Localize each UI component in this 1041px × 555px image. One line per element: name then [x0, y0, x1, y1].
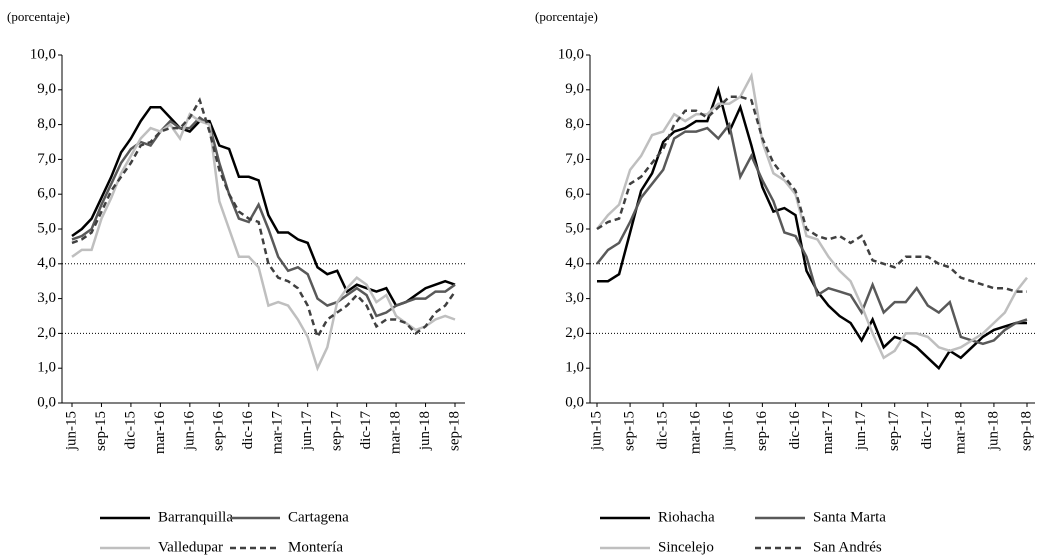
x-tick-label: mar-17 — [270, 411, 286, 455]
x-tick-label: sep-15 — [622, 411, 638, 451]
x-tick-label: jun-15 — [588, 411, 604, 451]
x-tick-label: sep-17 — [329, 411, 345, 451]
x-tick-label: mar-18 — [388, 411, 404, 454]
y-tick-label: 5,0 — [37, 220, 56, 236]
y-tick-label: 8,0 — [37, 116, 56, 132]
legend-label: Barranquilla — [158, 509, 233, 525]
x-tick-label: mar-16 — [688, 411, 704, 455]
legend-label: Santa Marta — [813, 509, 886, 525]
x-tick-label: sep-18 — [446, 411, 462, 451]
y-axis-label: (porcentaje) — [7, 9, 70, 24]
legend-label: Montería — [288, 539, 343, 555]
x-tick-label: jun-16 — [721, 411, 737, 452]
legend-label: Valledupar — [158, 539, 223, 555]
series-line — [596, 121, 1028, 346]
y-tick-label: 10,0 — [30, 46, 56, 62]
y-tick-label: 10,0 — [558, 46, 584, 62]
y-tick-label: 3,0 — [37, 290, 56, 306]
x-tick-label: jun-15 — [63, 411, 79, 451]
legend-label: San Andrés — [813, 539, 882, 555]
x-tick-label: mar-18 — [952, 411, 968, 454]
x-tick-label: dic-16 — [240, 411, 256, 450]
series-line — [596, 95, 1027, 293]
y-tick-label: 2,0 — [37, 325, 56, 341]
y-tick-label: 6,0 — [37, 186, 56, 202]
series-line — [596, 72, 1028, 360]
y-tick-label: 7,0 — [37, 151, 56, 167]
legend-label: Riohacha — [658, 509, 715, 525]
y-tick-label: 1,0 — [37, 360, 56, 376]
legend-label: Sincelejo — [658, 539, 714, 555]
x-tick-label: mar-16 — [152, 411, 168, 455]
y-tick-label: 9,0 — [565, 81, 584, 97]
series-line — [71, 97, 457, 341]
y-tick-label: 9,0 — [37, 81, 56, 97]
y-tick-label: 7,0 — [565, 151, 584, 167]
x-tick-label: jun-17 — [853, 411, 869, 452]
y-tick-label: 4,0 — [37, 255, 56, 271]
y-tick-label: 1,0 — [565, 360, 584, 376]
y-tick-label: 6,0 — [565, 186, 584, 202]
y-tick-label: 0,0 — [565, 394, 584, 410]
y-tick-label: 3,0 — [565, 290, 584, 306]
x-tick-label: jun-18 — [417, 411, 433, 451]
x-tick-label: dic-16 — [787, 411, 803, 450]
y-tick-label: 2,0 — [565, 325, 584, 341]
x-tick-label: dic-17 — [919, 411, 935, 450]
x-tick-label: dic-17 — [358, 411, 374, 450]
x-tick-label: mar-17 — [820, 411, 836, 455]
x-tick-label: sep-17 — [886, 411, 902, 451]
x-tick-label: sep-16 — [754, 411, 770, 451]
y-axis-label: (porcentaje) — [535, 9, 598, 24]
x-tick-label: sep-15 — [93, 411, 109, 451]
series-line — [71, 112, 456, 372]
x-tick-label: sep-18 — [1018, 411, 1034, 451]
y-tick-label: 8,0 — [565, 116, 584, 132]
x-tick-label: jun-16 — [181, 411, 197, 452]
y-tick-label: 4,0 — [565, 255, 584, 271]
legend-label: Cartagena — [288, 509, 349, 525]
x-tick-label: dic-15 — [655, 411, 671, 449]
y-tick-label: 5,0 — [565, 220, 584, 236]
y-tick-label: 0,0 — [37, 394, 56, 410]
series-line — [71, 105, 456, 308]
x-tick-label: dic-15 — [122, 411, 138, 449]
x-tick-label: sep-16 — [211, 411, 227, 451]
x-tick-label: jun-18 — [985, 411, 1001, 451]
x-tick-label: jun-17 — [299, 411, 315, 452]
